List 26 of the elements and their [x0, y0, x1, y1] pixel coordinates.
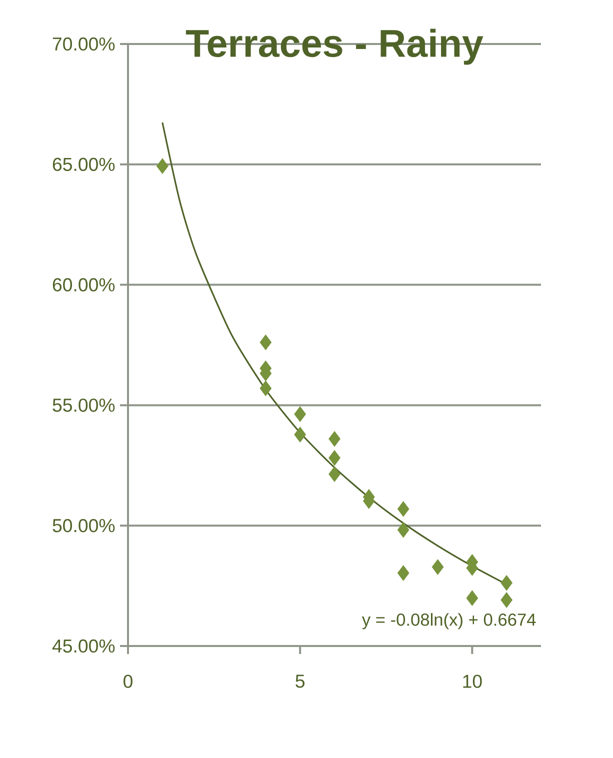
y-tick-label: 50.00%	[52, 518, 115, 532]
point	[260, 380, 272, 396]
point	[397, 522, 410, 538]
y-tick-label: 55.00%	[52, 398, 115, 412]
chart-title: Terraces - Rainy	[186, 28, 484, 65]
point	[294, 406, 306, 422]
point	[500, 575, 512, 591]
y-tick-label: 60.00%	[52, 278, 115, 292]
point	[432, 559, 444, 575]
y-tick-label: 70.00%	[52, 37, 115, 51]
point	[397, 501, 410, 517]
x-tick-label: 10	[463, 674, 482, 688]
point	[328, 431, 340, 447]
point	[466, 590, 478, 606]
y-tick-label: 45.00%	[52, 639, 115, 653]
point	[260, 334, 272, 350]
point	[156, 158, 168, 174]
point	[328, 450, 340, 466]
x-tick-label: 0	[124, 674, 132, 688]
point	[500, 592, 512, 608]
annotation: y = -0.08ln(x) + 0.6674	[362, 613, 536, 630]
y-tick-label: 65.00%	[52, 158, 115, 172]
point	[328, 466, 340, 482]
x-tick-label: 5	[296, 674, 304, 688]
point	[397, 565, 410, 581]
point	[294, 426, 306, 442]
